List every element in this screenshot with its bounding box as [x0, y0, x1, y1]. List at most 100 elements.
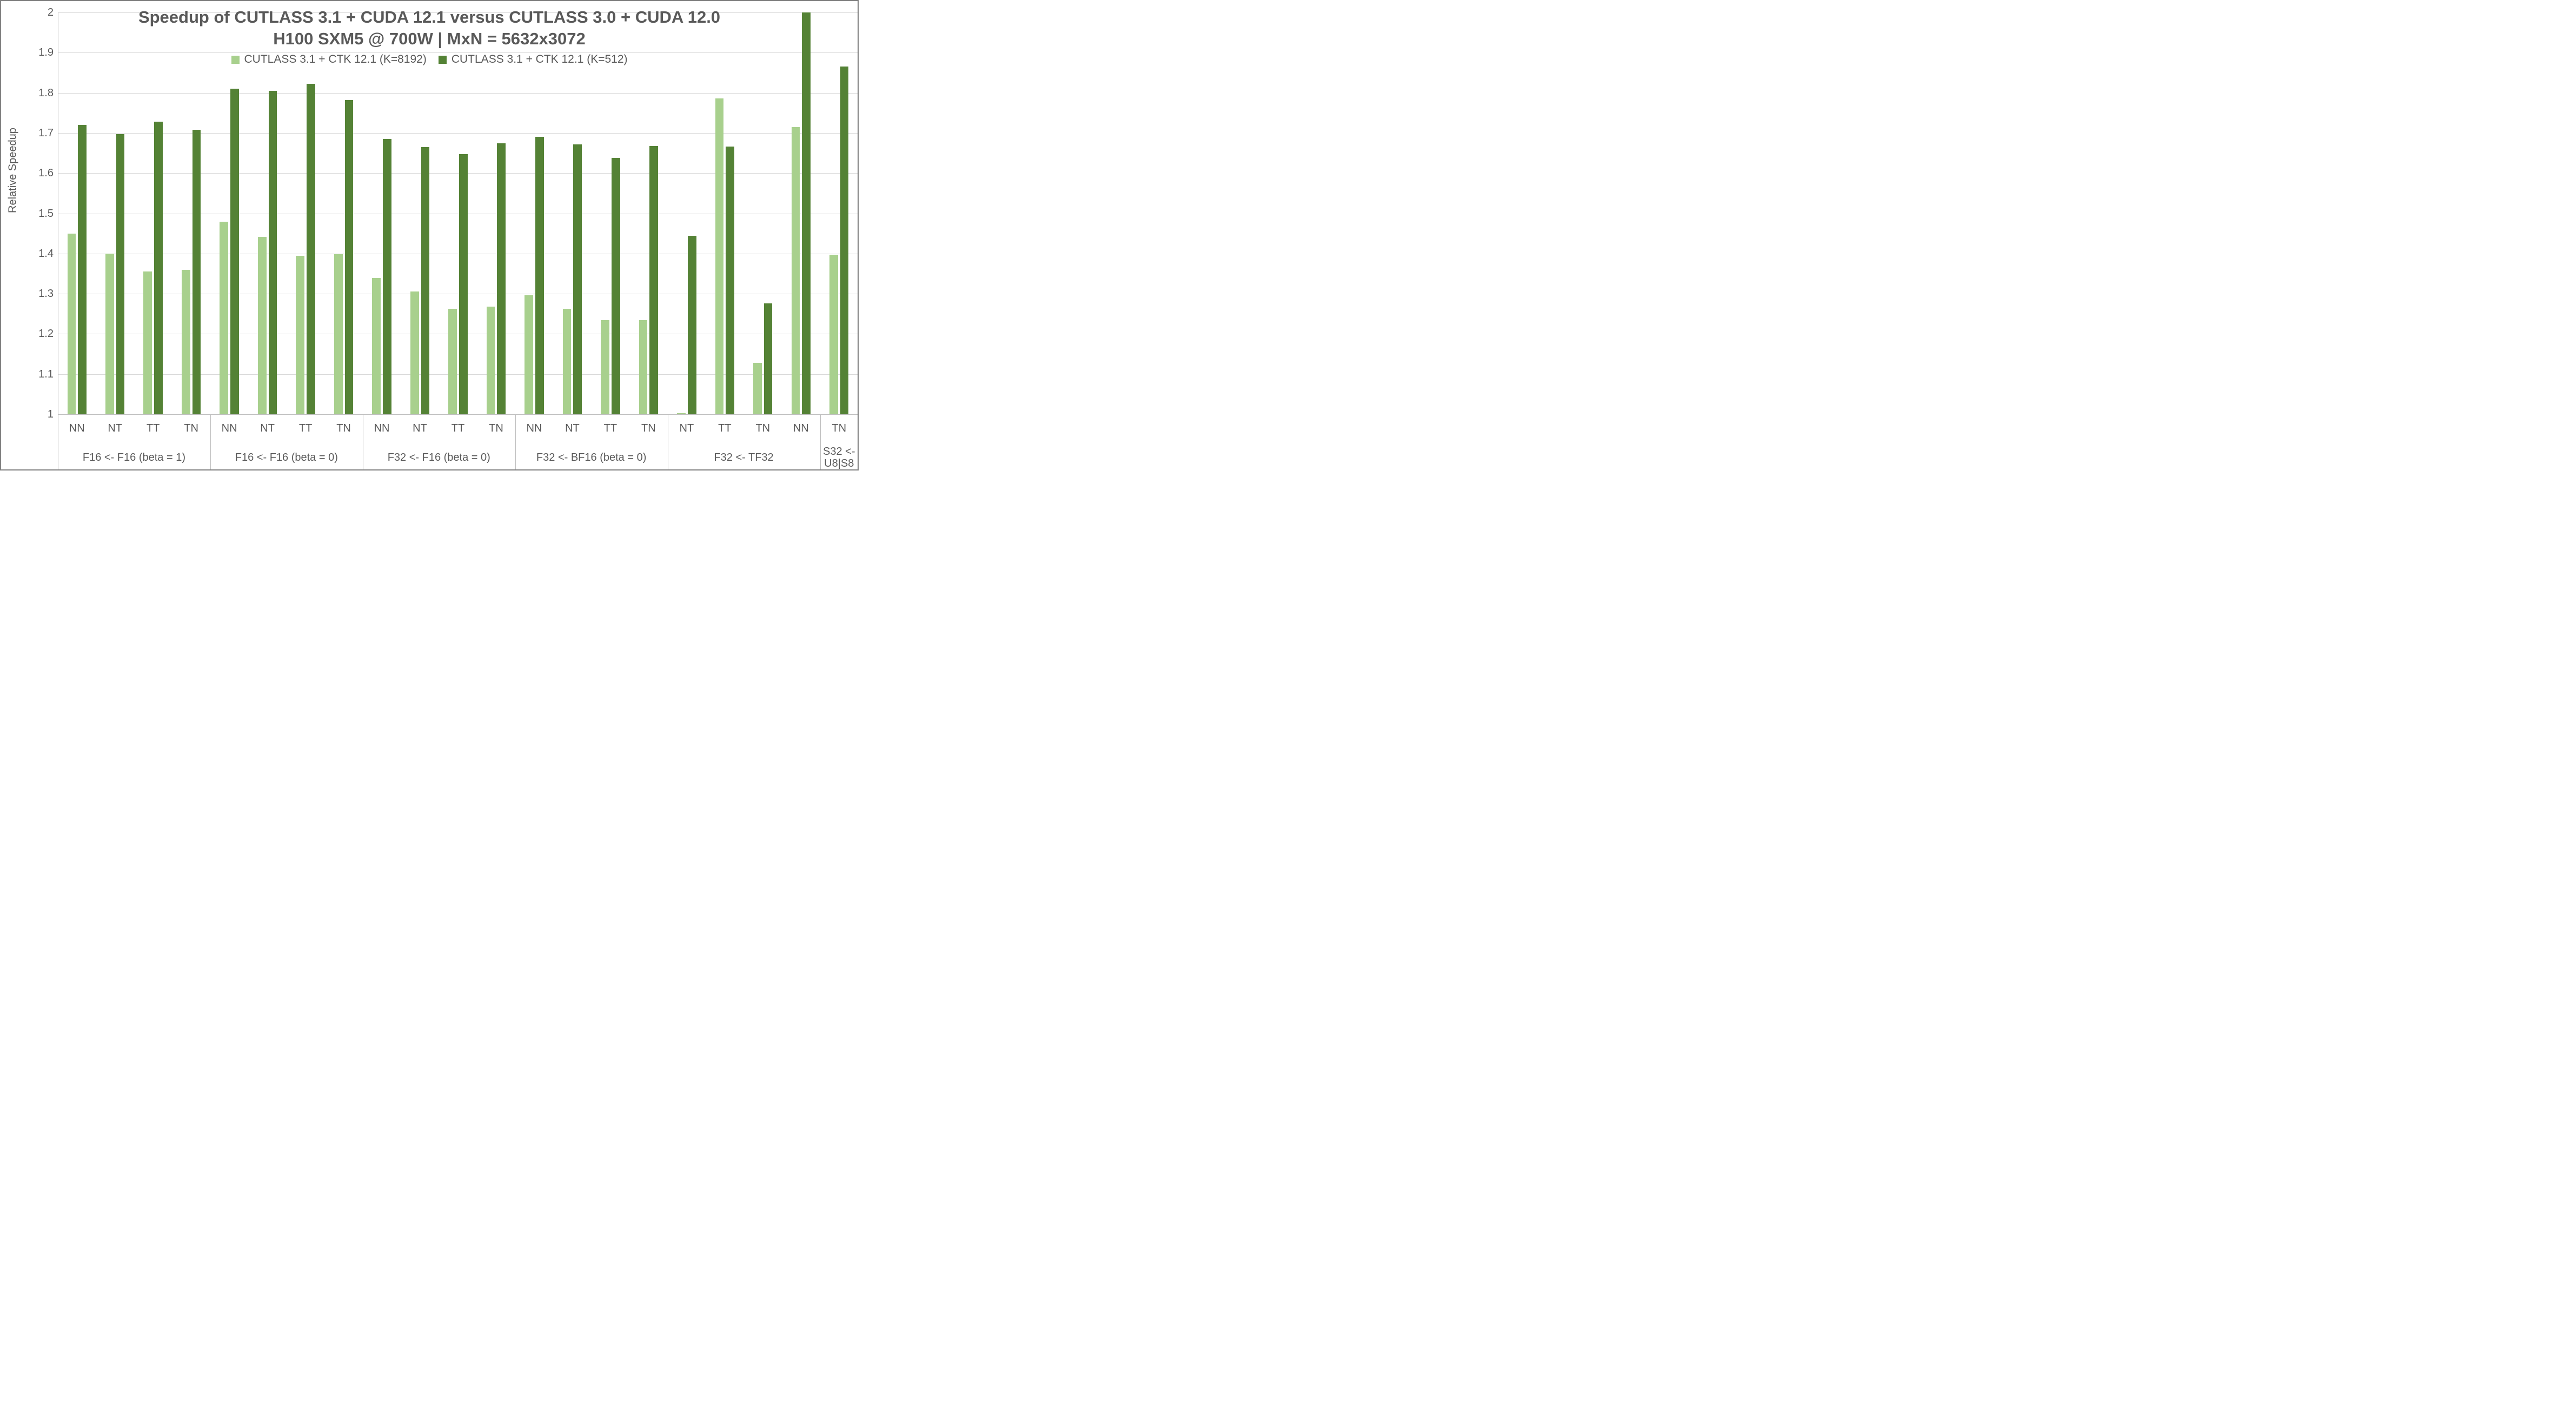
x-tick-label: NT: [413, 422, 427, 434]
category-column-nt-g5: [668, 1, 706, 414]
bar-k512-nt-g3: [421, 147, 430, 414]
group-separator: [515, 414, 516, 469]
group-label: F32 <- F16 (beta = 0): [387, 452, 490, 463]
category-column-tt-g5: [706, 1, 743, 414]
bar-k8192-nt-g1: [105, 253, 114, 414]
bar-k512-tt-g5: [726, 147, 735, 414]
x-tick-label: NN: [374, 422, 390, 434]
group-separator: [820, 414, 821, 469]
bar-k8192-nt-g5: [677, 413, 686, 414]
y-tick-label: 1.7: [38, 127, 54, 139]
category-column-nt-g4: [553, 1, 591, 414]
group-label: F32 <- BF16 (beta = 0): [536, 452, 647, 463]
category-column-tn-g5: [744, 1, 782, 414]
y-tick-label: 2: [47, 6, 54, 18]
bar-k512-nt-g1: [116, 134, 125, 414]
gridline: [58, 92, 858, 94]
bar-k8192-nt-g2: [257, 237, 267, 414]
bar-k512-nn-g4: [535, 137, 544, 414]
chart-title-block: Speedup of CUTLASS 3.1 + CUDA 12.1 versu…: [1, 6, 858, 50]
bar-k8192-tn-g6: [829, 255, 838, 414]
category-column-tn-g3: [477, 1, 515, 414]
x-tick-label: NN: [793, 422, 809, 434]
bar-k8192-nn-g3: [372, 278, 381, 414]
y-tick-label: 1.8: [38, 87, 54, 99]
gridline: [58, 12, 858, 13]
legend-label: CUTLASS 3.1 + CTK 12.1 (K=8192): [244, 53, 427, 65]
bar-k512-tn-g4: [649, 145, 659, 414]
bar-k8192-tn-g5: [753, 362, 762, 414]
category-column-nn-g5: [782, 1, 820, 414]
category-column-tn-g6: [820, 1, 858, 414]
bar-k512-tn-g6: [840, 66, 849, 414]
x-tick-label: TN: [832, 422, 847, 434]
x-tick-label: TT: [146, 422, 160, 434]
bar-k512-tn-g2: [344, 100, 354, 414]
bars-area: [58, 1, 858, 414]
gridline: [58, 374, 858, 375]
bar-k512-tn-g3: [497, 143, 506, 414]
x-tick-label: NN: [221, 422, 237, 434]
x-tick-label: NT: [108, 422, 123, 434]
bar-k512-tn-g5: [763, 303, 773, 414]
bar-k512-nt-g5: [687, 236, 696, 414]
bar-k512-nn-g1: [78, 125, 87, 414]
bar-k8192-tn-g4: [639, 320, 648, 414]
bar-k8192-tt-g5: [715, 98, 724, 414]
x-tick-label: TT: [603, 422, 618, 434]
bar-k8192-tt-g4: [601, 320, 609, 414]
y-tick-label: 1.5: [38, 207, 54, 220]
category-column-nt-g1: [96, 1, 134, 414]
bar-k8192-tt-g2: [296, 256, 305, 414]
legend-swatch-icon: [438, 55, 447, 64]
category-column-nt-g3: [401, 1, 439, 414]
y-tick-label: 1: [47, 408, 54, 420]
category-column-tn-g1: [172, 1, 210, 414]
bar-k512-tt-g3: [459, 154, 468, 414]
legend-item-k8192: CUTLASS 3.1 + CTK 12.1 (K=8192): [231, 53, 427, 66]
x-tick-label: TN: [641, 422, 656, 434]
bar-k512-nt-g2: [268, 90, 277, 414]
bar-k8192-tt-g3: [448, 309, 457, 414]
x-tick-label: TT: [718, 422, 732, 434]
gridline: [58, 132, 858, 134]
group-separator: [210, 414, 211, 469]
chart-subtitle: H100 SXM5 @ 700W | MxN = 5632x3072: [273, 29, 586, 48]
bar-k8192-tn-g3: [486, 306, 495, 414]
group-label: F16 <- F16 (beta = 0): [235, 452, 338, 463]
group-label: F16 <- F16 (beta = 1): [82, 452, 185, 463]
bar-k512-tn-g1: [192, 129, 201, 414]
gridline: [58, 173, 858, 174]
gridline: [58, 52, 858, 54]
category-column-tt-g1: [134, 1, 172, 414]
y-tick-label: 1.9: [38, 47, 54, 59]
x-axis-line: [58, 414, 858, 415]
y-tick-label: 1.2: [38, 328, 54, 340]
category-column-nn-g4: [515, 1, 553, 414]
bar-k8192-nt-g3: [410, 291, 419, 414]
x-tick-label: TT: [451, 422, 465, 434]
bar-k8192-nn-g1: [67, 233, 76, 414]
bar-k512-nn-g3: [383, 139, 391, 414]
category-column-nn-g2: [210, 1, 248, 414]
x-tick-label: NT: [565, 422, 580, 434]
bar-k8192-tt-g1: [143, 271, 152, 414]
bar-k512-tt-g2: [307, 83, 315, 414]
category-column-tt-g4: [592, 1, 629, 414]
x-tick-label: TN: [336, 422, 351, 434]
category-column-tn-g2: [324, 1, 362, 414]
group-label: F32 <- TF32: [714, 452, 774, 463]
x-tick-label: TN: [184, 422, 198, 434]
legend-item-k512: CUTLASS 3.1 + CTK 12.1 (K=512): [438, 53, 628, 66]
bar-k8192-nt-g4: [562, 308, 572, 414]
x-tick-label: NT: [260, 422, 275, 434]
category-column-nt-g2: [248, 1, 286, 414]
legend-swatch-icon: [231, 55, 240, 64]
bar-k512-nn-g2: [230, 89, 239, 414]
category-column-tn-g4: [629, 1, 667, 414]
group-label: S32 <- U8|S8: [823, 446, 855, 469]
x-tick-label: TN: [489, 422, 503, 434]
y-tick-label: 1.1: [38, 368, 54, 380]
y-tick-label: 1.3: [38, 288, 54, 300]
y-tick-label: 1.6: [38, 167, 54, 180]
